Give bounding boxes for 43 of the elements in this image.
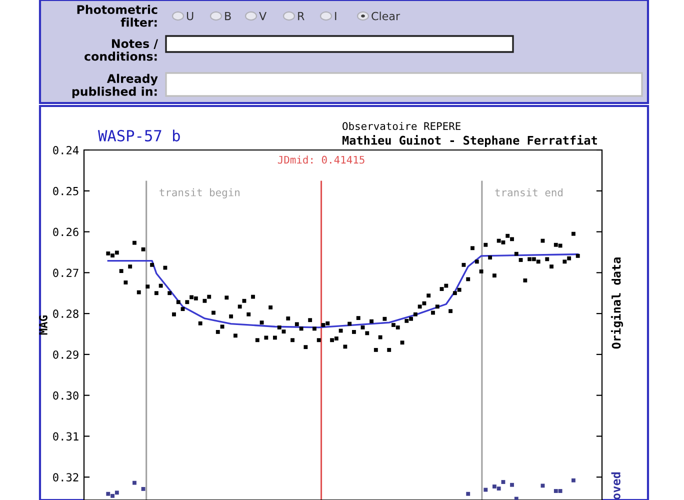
y-tick-label: 0.27 bbox=[53, 268, 78, 278]
point bbox=[540, 484, 545, 488]
point bbox=[106, 492, 110, 496]
point bbox=[114, 490, 119, 495]
point bbox=[496, 486, 501, 491]
point bbox=[484, 488, 488, 492]
text: Notes / conditions: bbox=[84, 39, 158, 61]
point bbox=[510, 482, 514, 487]
point bbox=[501, 480, 506, 484]
line-series bbox=[107, 253, 579, 328]
annotation: JDmid: 0.41415 bbox=[278, 156, 364, 164]
y-tick-label: 0.31 bbox=[53, 432, 78, 441]
y-tick-label: 0.29 bbox=[53, 350, 78, 359]
y-tick-label: 0.30 bbox=[53, 391, 78, 400]
text: I bbox=[335, 12, 336, 20]
point bbox=[492, 484, 496, 488]
text: U bbox=[186, 12, 194, 20]
y-tick-label: 0.32 bbox=[53, 473, 78, 482]
annotation: transit begin bbox=[160, 188, 240, 198]
y-tick-label: 0.28 bbox=[53, 310, 78, 318]
chart-subtitle: Observatoire REPERE Mathieu Guinot - Stephane Ferratfiat bbox=[342, 122, 597, 148]
text: R bbox=[298, 12, 304, 20]
y-tick-label: 0.26 bbox=[53, 228, 78, 236]
point bbox=[132, 480, 136, 485]
point bbox=[572, 478, 576, 482]
point bbox=[558, 489, 562, 493]
y-tick-label: 0.24 bbox=[53, 146, 79, 154]
annotation: transit end bbox=[495, 188, 562, 196]
point bbox=[514, 496, 518, 500]
text: oved bbox=[611, 472, 620, 500]
point bbox=[110, 494, 114, 498]
text: Clear bbox=[372, 12, 400, 20]
text: V bbox=[259, 12, 267, 20]
point bbox=[466, 492, 470, 496]
point bbox=[554, 489, 558, 493]
text: Already published in: bbox=[72, 74, 158, 98]
y-axis-title: MAG bbox=[39, 316, 48, 335]
text: Original data bbox=[610, 258, 624, 349]
text: Photometric filter: bbox=[77, 4, 158, 27]
y-tick-label: 0.25 bbox=[53, 186, 78, 196]
text: B bbox=[225, 12, 231, 20]
point bbox=[141, 486, 146, 491]
chart-title: WASP-57 b bbox=[98, 130, 180, 142]
